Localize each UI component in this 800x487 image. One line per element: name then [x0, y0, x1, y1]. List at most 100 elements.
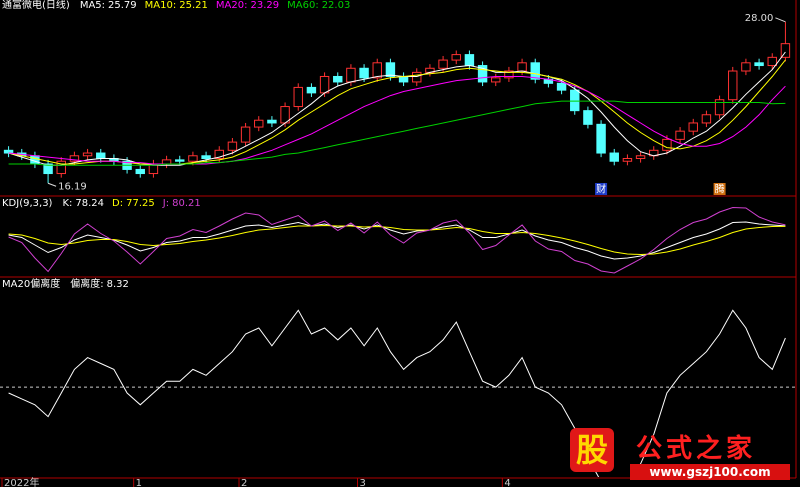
deviation-panel — [0, 309, 796, 477]
legend-value: 80.21 — [172, 198, 201, 209]
legend-name: MA60 — [287, 0, 319, 11]
annotation: 16.19 — [58, 181, 87, 192]
legend-name: 偏离度 — [70, 279, 103, 290]
annotation-leader — [775, 17, 786, 23]
candle-body — [346, 67, 356, 83]
chart-title: KDJ(9,3,3) — [2, 198, 53, 209]
legend-items: MA525.79 MA1025.21 MA2023.29 MA6022.03 — [80, 0, 351, 12]
legend-items: K78.24 D77.25 J80.21 — [62, 198, 200, 210]
kdj-panel — [8, 206, 786, 274]
event-label: 腾 — [715, 183, 725, 196]
watermark-name: 公式之家 — [636, 434, 757, 464]
legend: 通富微电(日线) MA525.79MA1025.21MA2023.29MA602… — [2, 0, 350, 12]
legend-value: 25.79 — [108, 0, 137, 11]
legend: KDJ(9,3,3) K78.24 D77.25 J80.21 — [2, 198, 201, 210]
candle-body — [570, 89, 580, 112]
candle-body — [214, 149, 224, 160]
candle-body — [701, 114, 712, 124]
series-line — [8, 309, 786, 477]
legend-value: 78.24 — [75, 198, 105, 209]
candle-body — [359, 67, 369, 79]
legend-value: 22.03 — [321, 0, 351, 11]
x-tick-label: 4 — [504, 478, 510, 487]
candle-body — [517, 62, 527, 72]
candle-body — [96, 152, 106, 160]
legend-item: K78.24 — [62, 198, 104, 210]
x-tick-label: 1 — [136, 478, 142, 487]
x-tick-label: 2022年 — [4, 476, 39, 487]
legend-value: 8.32 — [106, 279, 129, 290]
candle-body — [69, 155, 80, 162]
candle-body — [662, 138, 672, 151]
legend-item: J80.21 — [163, 198, 201, 210]
candle-body — [530, 62, 540, 80]
candle-body — [609, 152, 619, 162]
candle-body — [56, 160, 66, 175]
candle-body — [267, 119, 277, 124]
legend-value: 77.25 — [126, 198, 155, 209]
legend-item: 偏离度8.32 — [70, 279, 129, 291]
legend-name: MA5 — [80, 0, 105, 11]
candle-body — [438, 59, 448, 69]
legend-items: 偏离度8.32 — [70, 279, 129, 291]
candle-body — [254, 119, 264, 128]
series-line — [8, 221, 786, 260]
legend: MA20偏离度 偏离度8.32 — [2, 279, 129, 291]
candle-body — [556, 82, 567, 91]
candle-body — [333, 75, 343, 83]
legend-value: 25.21 — [179, 0, 208, 11]
candle-body — [188, 155, 198, 162]
candle-body — [201, 155, 211, 160]
candle-body — [3, 149, 14, 154]
candle-body — [175, 159, 185, 162]
candle-body — [412, 71, 422, 83]
x-tick-label: 3 — [360, 478, 366, 487]
price-panel: 28.00 16.19 财 腾 — [3, 13, 791, 196]
candle-body — [741, 62, 751, 72]
candle-body — [306, 86, 317, 94]
candle-body — [504, 70, 514, 79]
annotation-leader — [47, 182, 57, 187]
candle-body — [583, 110, 593, 125]
event-label: 财 — [596, 183, 606, 196]
legend-name: J — [163, 198, 169, 209]
series-line — [8, 76, 786, 165]
legend-item: MA1025.21 — [145, 0, 208, 12]
candle-body — [477, 65, 488, 83]
candle-body — [385, 62, 396, 77]
event-badge — [595, 183, 608, 195]
candle-body — [688, 122, 698, 132]
legend-name: K — [62, 198, 72, 209]
legend-name: MA10 — [145, 0, 177, 11]
candle-body — [319, 75, 330, 94]
series-line — [8, 59, 786, 165]
candle-body — [464, 54, 475, 67]
candle-body — [780, 43, 791, 58]
candle-body — [767, 56, 777, 67]
legend-item: D77.25 — [112, 198, 155, 210]
series-line — [8, 206, 786, 274]
candle-body — [675, 130, 685, 140]
candle-body — [161, 159, 172, 165]
candle-body — [135, 168, 145, 175]
candle-body — [240, 126, 251, 143]
watermark-logo: 股 — [570, 428, 614, 472]
x-tick-label: 2 — [241, 478, 247, 487]
watermark-url: www.gszj100.com — [630, 464, 790, 480]
chart-title: MA20偏离度 — [2, 279, 61, 290]
candle-body — [754, 62, 764, 67]
candle-body — [372, 62, 382, 79]
candle-body — [622, 158, 633, 162]
legend-item: MA525.79 — [80, 0, 137, 12]
event-badge — [713, 183, 726, 195]
candle-body — [491, 77, 501, 83]
candle-body — [43, 163, 53, 175]
legend-item: MA6022.03 — [287, 0, 350, 12]
legend-name: D — [112, 198, 123, 209]
legend-item: MA2023.29 — [216, 0, 279, 12]
series-line — [8, 100, 786, 166]
candle-body — [398, 75, 409, 83]
legend-value: 23.29 — [250, 0, 280, 11]
